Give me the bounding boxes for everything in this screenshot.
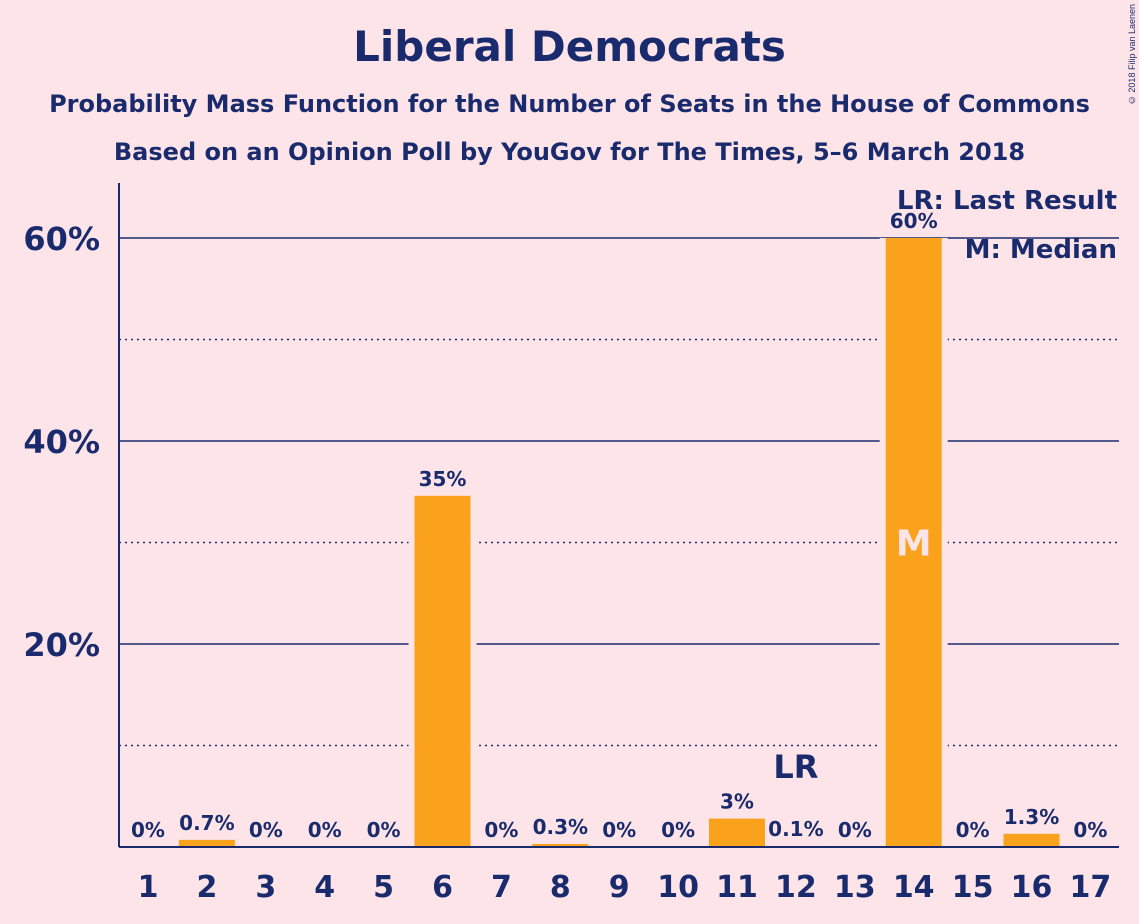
x-tick-label: 3: [255, 870, 276, 905]
bar-value-label: 35%: [419, 467, 467, 491]
x-tick-label: 8: [550, 870, 571, 905]
x-tick-label: 13: [834, 870, 876, 905]
bar-value-label: 0%: [484, 818, 518, 842]
y-tick-label: 60%: [23, 220, 100, 258]
bar: [709, 818, 765, 847]
chart-subtitle-poll: Based on an Opinion Poll by YouGov for T…: [113, 138, 1026, 166]
x-tick-label: 10: [657, 870, 699, 905]
bar-value-label: 0%: [838, 818, 872, 842]
bar-value-label: 60%: [890, 209, 938, 233]
x-tick-label: 14: [893, 870, 935, 905]
bar: [1003, 833, 1060, 847]
bar-value-label: 1.3%: [1004, 805, 1059, 829]
x-tick-label: 7: [491, 870, 512, 905]
median-marker: M: [896, 524, 932, 565]
bar-value-label: 0%: [1073, 818, 1107, 842]
bar: [178, 839, 235, 847]
last-result-marker: LR: [773, 748, 818, 786]
bar-value-label: 0%: [602, 818, 636, 842]
x-tick-label: 17: [1070, 870, 1112, 905]
x-tick-label: 4: [314, 870, 335, 905]
bar-value-label: 0.3%: [533, 815, 588, 839]
x-tick-label: 11: [716, 870, 758, 905]
bar-value-label: 0%: [308, 818, 342, 842]
x-tick-label: 1: [138, 870, 159, 905]
x-tick-label: 6: [432, 870, 453, 905]
x-tick-label: 12: [775, 870, 817, 905]
bar-value-label: 3%: [720, 790, 754, 814]
bar-value-label: 0%: [131, 818, 165, 842]
y-tick-label: 20%: [23, 626, 100, 664]
bar-value-label: 0.7%: [179, 811, 234, 835]
y-tick-label: 40%: [23, 423, 100, 461]
x-tick-label: 15: [952, 870, 994, 905]
legend-entry: LR: Last Result: [897, 186, 1117, 216]
bar-value-label: 0%: [661, 818, 695, 842]
chart-title: Liberal Democrats: [353, 22, 786, 71]
bar-value-label: 0%: [367, 818, 401, 842]
x-tick-label: 2: [196, 870, 217, 905]
bar-value-label: 0%: [249, 818, 283, 842]
x-tick-label: 9: [609, 870, 630, 905]
bar-value-label: 0.1%: [768, 817, 823, 841]
chart-subtitle: Probability Mass Function for the Number…: [49, 90, 1090, 118]
bar: [532, 843, 589, 847]
bar-value-label: 0%: [956, 818, 990, 842]
bar: [885, 238, 942, 847]
x-tick-label: 16: [1011, 870, 1053, 905]
bar: [414, 495, 471, 847]
legend-entry: M: Median: [965, 235, 1117, 265]
x-tick-label: 5: [373, 870, 394, 905]
